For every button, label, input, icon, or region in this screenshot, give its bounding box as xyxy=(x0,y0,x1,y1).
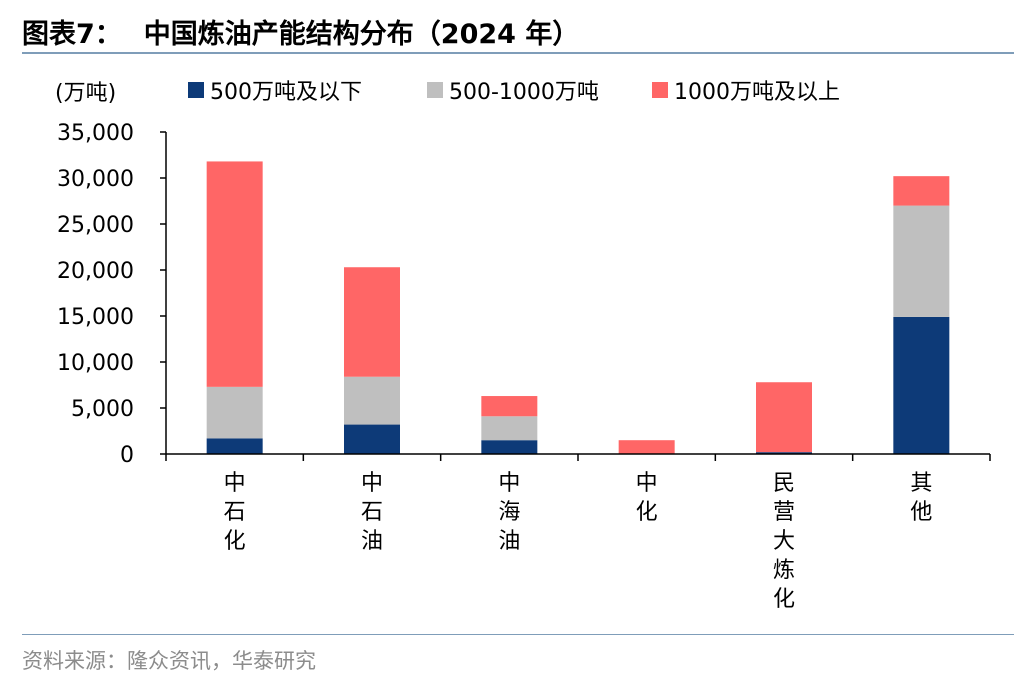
stacked-bar-chart: (万吨) 500万吨及以下 500-1000万吨 1000万吨及以上 0 5,000 1… xyxy=(55,80,991,612)
legend-label: 1000万吨及以上 xyxy=(674,80,840,105)
bar-segment xyxy=(756,452,812,454)
y-tick-label: 5,000 xyxy=(71,397,134,422)
bars xyxy=(206,161,950,454)
bar-segment xyxy=(344,376,400,425)
y-tick-label: 25,000 xyxy=(57,213,134,238)
bar-segment xyxy=(344,424,400,454)
legend-label: 500-1000万吨 xyxy=(449,80,599,105)
x-category-label: 民营大炼化 xyxy=(773,471,795,612)
bar-segment xyxy=(756,382,812,453)
legend-swatch xyxy=(427,82,443,98)
bar-segment xyxy=(206,438,263,454)
x-category-label: 中海油 xyxy=(498,471,520,554)
source-note: 资料来源：隆众资讯，华泰研究 xyxy=(22,649,316,673)
chart-title: 中国炼油产能结构分布（2024 年） xyxy=(143,19,580,50)
x-category-label: 中石油 xyxy=(361,471,383,554)
legend-label: 500万吨及以下 xyxy=(210,80,362,105)
x-category-label: 中化 xyxy=(636,471,658,525)
y-tick-label: 35,000 xyxy=(57,121,134,146)
x-category-label: 其他 xyxy=(910,471,932,525)
source-divider xyxy=(22,634,1014,635)
title-divider xyxy=(22,52,1014,54)
y-tick-label: 20,000 xyxy=(57,259,134,284)
y-tick-label: 30,000 xyxy=(57,167,134,192)
x-category-label: 中石化 xyxy=(224,471,246,554)
bar-segment xyxy=(481,416,538,441)
bar-segment xyxy=(893,316,950,454)
bar-segment xyxy=(893,176,950,206)
figure-label: 图表7： xyxy=(22,19,122,50)
y-tick-label: 0 xyxy=(120,443,134,468)
bar-segment xyxy=(481,396,538,417)
y-tick-label: 10,000 xyxy=(57,351,134,376)
y-axis-unit-label: (万吨) xyxy=(55,81,116,106)
legend-swatch xyxy=(188,82,204,98)
bar-segment xyxy=(344,267,400,377)
bar-segment xyxy=(618,440,675,454)
bar-segment xyxy=(206,386,263,439)
bar-segment xyxy=(893,205,950,317)
y-axis: 0 5,000 10,000 15,000 20,000 25,000 30,000 35,0… xyxy=(57,121,167,468)
x-axis: 中石化 中石油 中海油 中化 民营大炼化 其他 xyxy=(165,453,991,612)
figure-title: 图表7： 中国炼油产能结构分布（2024 年） xyxy=(22,12,579,51)
y-tick-label: 15,000 xyxy=(57,305,134,330)
legend: 500万吨及以下 500-1000万吨 1000万吨及以上 xyxy=(188,80,840,105)
bar-segment xyxy=(206,161,263,387)
legend-swatch xyxy=(652,82,668,98)
bar-segment xyxy=(481,440,538,454)
